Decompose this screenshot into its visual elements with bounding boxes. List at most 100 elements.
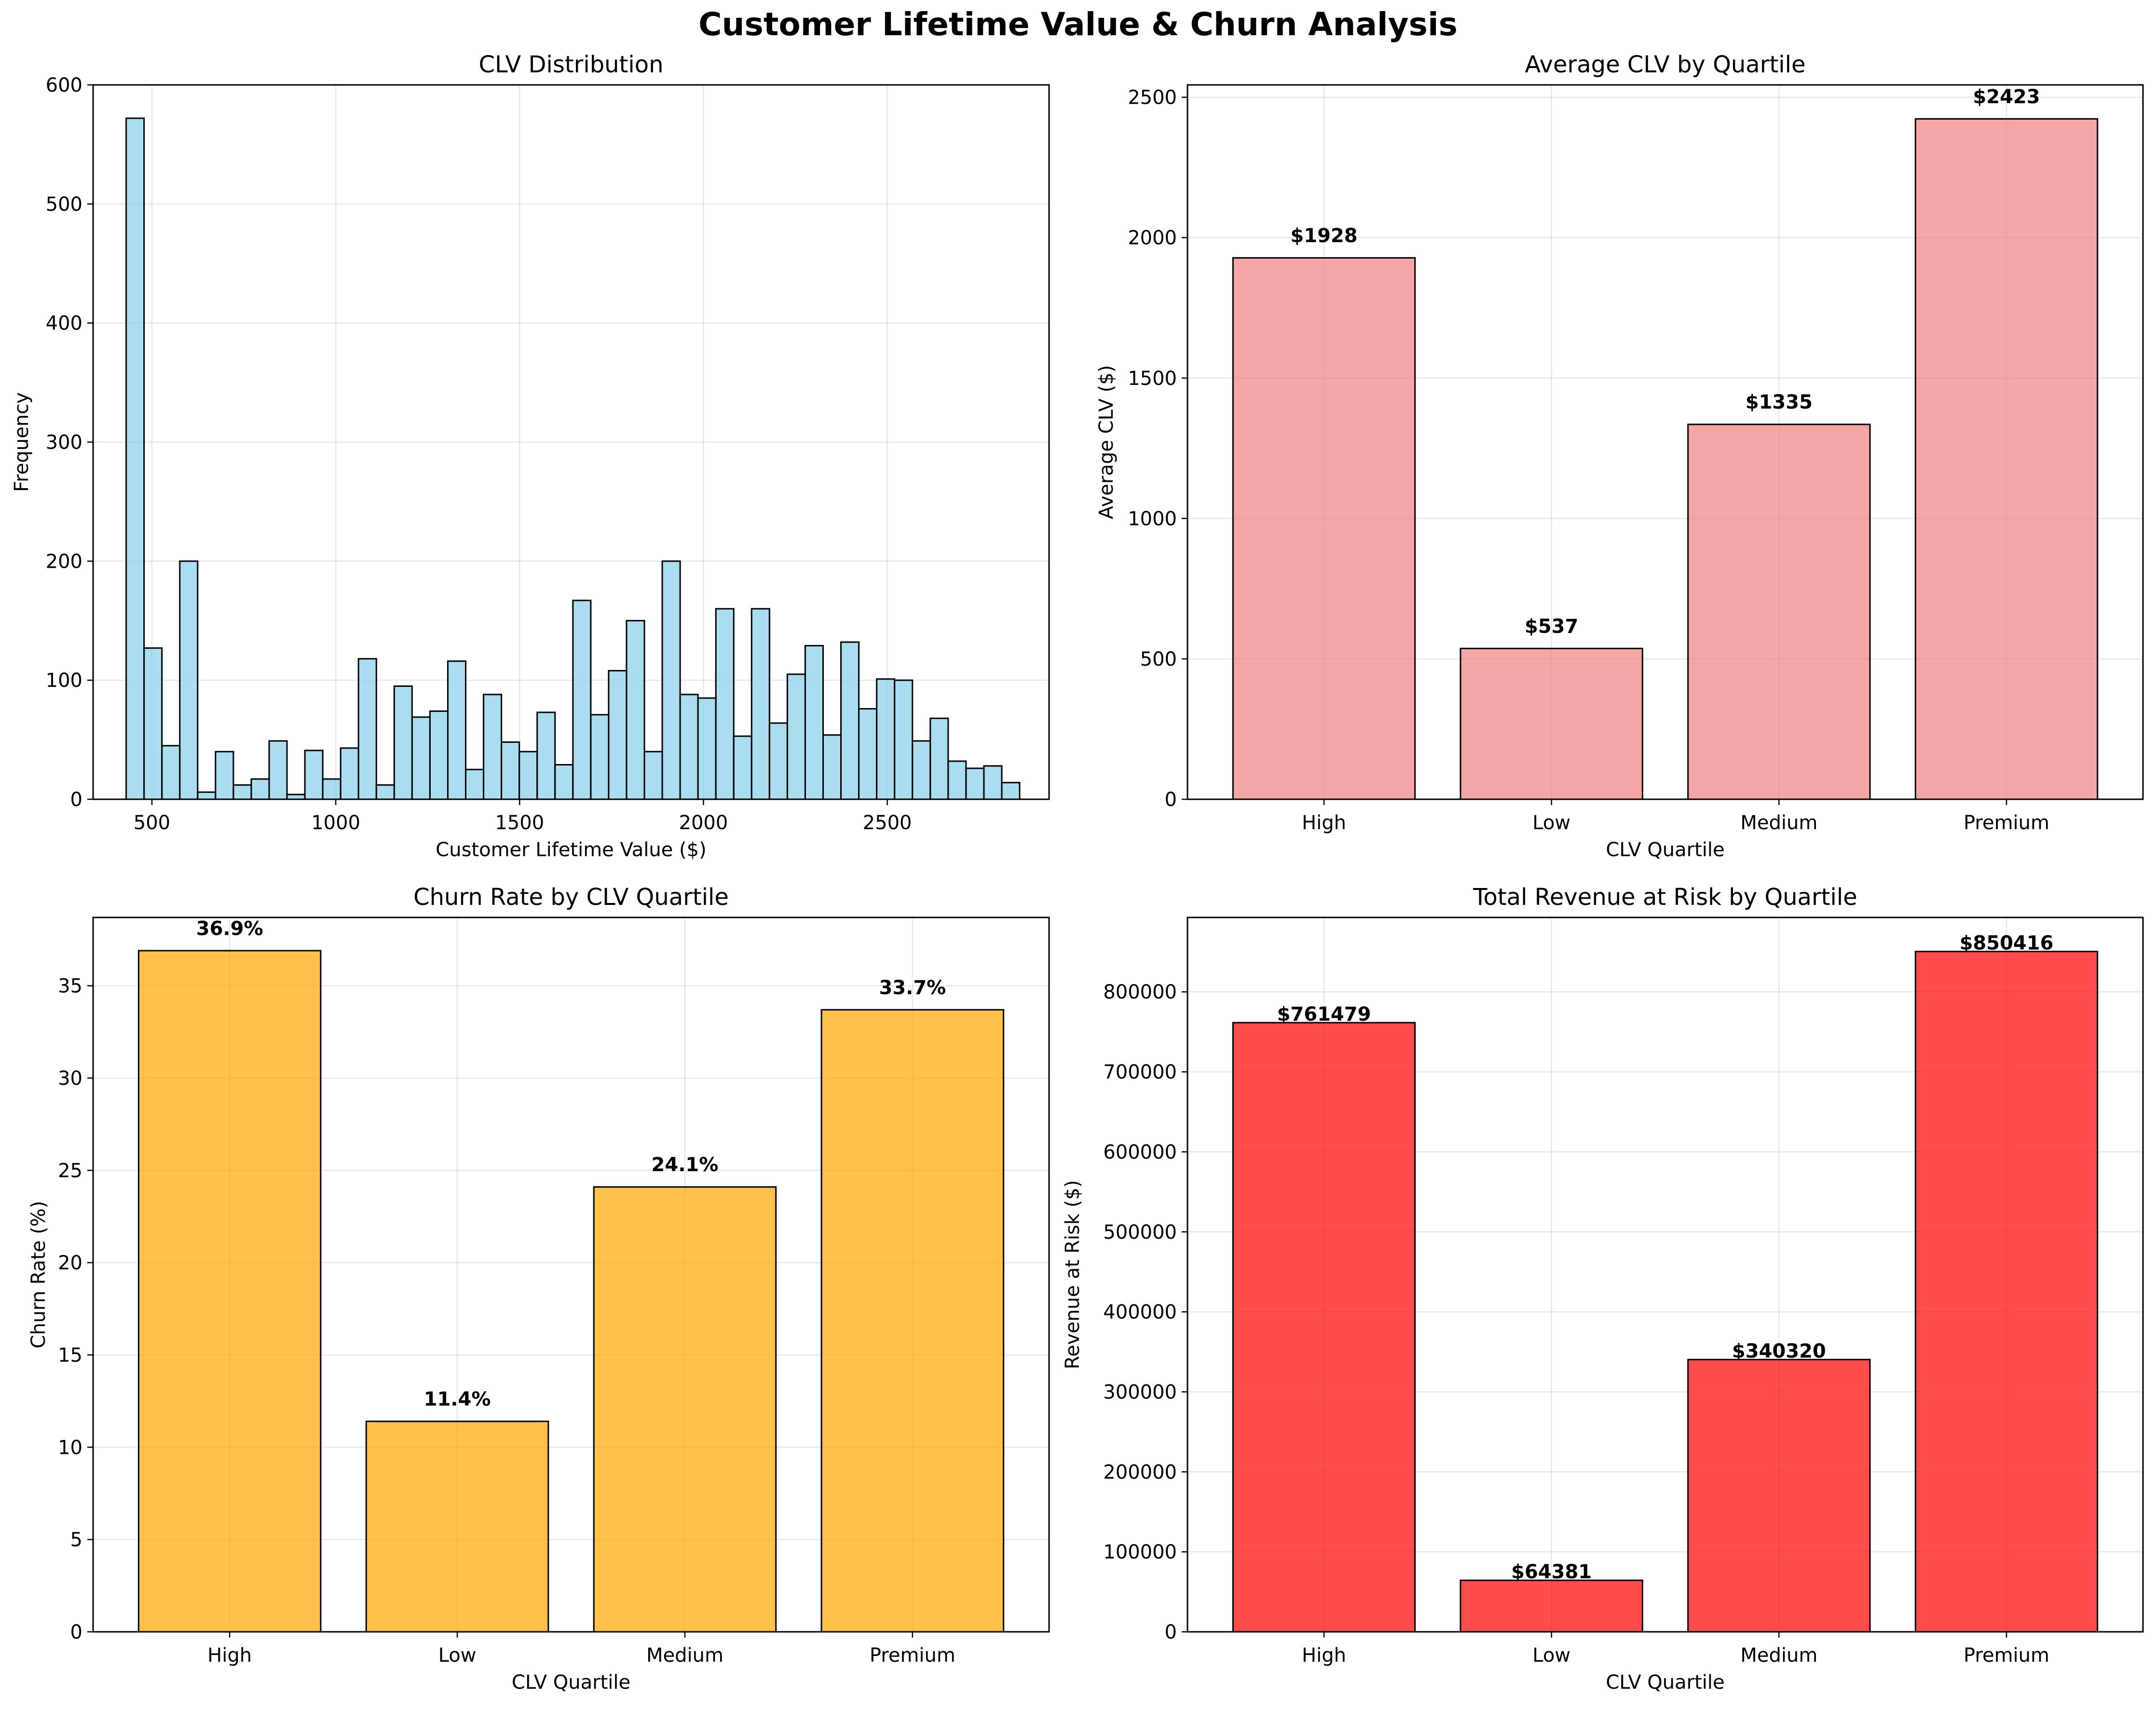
data-label: $1928 [1290,225,1357,247]
x-axis-label: CLV Quartile [1606,1671,1724,1694]
x-tick-label: Premium [1964,1644,2049,1667]
chart-panel-4: $761479 High $64381 Low $340320 Medium $850416… [1062,884,2144,1694]
chart-title: CLV Distribution [478,51,663,78]
x-tick-label: 2500 [863,812,912,834]
y-tick-label: 15 [58,1344,82,1367]
histogram-bar [840,641,860,800]
y-tick-label: 300 [46,432,82,454]
histogram-bar [232,784,252,800]
x-tick-label: High [1302,1644,1346,1667]
y-axis-label: Frequency [11,392,33,492]
histogram-bar [786,673,806,800]
bar [365,1421,549,1633]
data-label: 11.4% [424,1388,491,1410]
histogram-bar [465,768,485,800]
chart-title: Total Revenue at Risk by Quartile [1473,884,1857,911]
bar [1687,1359,1871,1633]
chart-panel-3: 36.9% High 11.4% Low 24.1% Medium 33.7% Premium… [27,884,1050,1694]
histogram-bar [357,658,377,800]
data-label: $850416 [1960,932,2054,955]
data-label: $2423 [1973,86,2040,108]
y-tick-label: 500 [1140,648,1177,670]
axes-frame [1187,84,2144,800]
figure-title: Customer Lifetime Value & Churn Analysis [698,6,1458,43]
y-tick-label: 500000 [1103,1221,1177,1244]
histogram-bar [876,678,896,800]
x-tick-label: Low [1532,812,1570,834]
x-tick-label: Medium [1740,812,1817,834]
y-axis-label: Revenue at Risk ($) [1062,1180,1084,1369]
y-axis-label: Average CLV ($) [1095,365,1118,520]
x-axis-label: CLV Quartile [1606,839,1724,861]
chart-title: Average CLV by Quartile [1525,51,1806,78]
y-tick-label: 200000 [1103,1461,1177,1483]
histogram-bar [411,716,431,800]
y-tick-label: 20 [58,1252,82,1274]
x-tick-label: High [207,1644,252,1667]
y-tick-label: 600000 [1103,1141,1177,1163]
histogram-bar [697,697,717,800]
axes-frame [92,916,1050,1633]
histogram-bar [519,751,538,800]
histogram-bar [626,620,645,800]
histogram-bar [894,679,914,800]
x-tick-label: 2000 [679,812,728,834]
histogram-bar [536,711,556,800]
data-label: 36.9% [196,917,263,940]
axes-frame [1187,916,2144,1633]
histogram-bar [125,117,145,800]
histogram-bar [929,717,949,800]
data-label: $761479 [1277,1003,1371,1025]
data-label: $340320 [1732,1340,1826,1363]
bar [137,950,322,1633]
histogram-bar [304,750,324,800]
histogram-bar [608,670,628,800]
bar [1460,647,1643,800]
histogram-bar [768,722,788,800]
x-axis-label: CLV Quartile [512,1671,630,1694]
histogram-bar [983,765,1003,800]
y-tick-label: 2000 [1128,227,1177,249]
histogram-bar [947,760,967,800]
y-tick-label: 100000 [1103,1541,1177,1563]
histogram-bar [501,741,520,800]
y-tick-label: 0 [1165,789,1177,811]
histogram-bar [572,600,592,800]
histogram-bar [751,608,770,800]
data-label: 33.7% [879,977,946,999]
axes-frame [92,84,1050,800]
histogram-bar [1001,781,1021,800]
histogram-bar [804,645,824,800]
y-tick-label: 300000 [1103,1381,1177,1403]
y-tick-label: 800000 [1103,981,1177,1003]
histogram-bar [483,694,503,800]
histogram-bar [822,734,842,800]
x-tick-label: Low [1532,1644,1570,1667]
x-tick-label: 1500 [495,812,544,834]
histogram-bar [858,708,878,800]
histogram-bar [375,784,395,800]
x-tick-label: Medium [646,1644,723,1667]
histogram-bar [733,735,752,800]
histogram-bar [447,660,467,800]
x-tick-label: High [1302,812,1346,834]
x-axis-label: Customer Lifetime Value ($) [436,839,706,861]
histogram-bar [179,560,199,800]
x-tick-label: Low [438,1644,477,1667]
histogram-bar [197,791,217,800]
y-tick-label: 1500 [1128,368,1177,390]
y-tick-label: 30 [58,1067,82,1090]
y-tick-label: 700000 [1103,1061,1177,1083]
y-tick-label: 500 [46,193,82,216]
y-tick-label: 400 [46,313,82,335]
histogram-bar [250,778,270,800]
chart-panel-2: $1928 High $537 Low $1335 Medium $2423 Premium 0… [1095,51,2144,861]
data-label: $537 [1525,615,1578,638]
data-label: $64381 [1511,1561,1592,1583]
histogram-bar [912,740,931,800]
y-tick-label: 5 [70,1529,82,1551]
bar [820,1009,1005,1633]
histogram-bar [393,685,413,800]
y-tick-label: 25 [58,1160,82,1182]
